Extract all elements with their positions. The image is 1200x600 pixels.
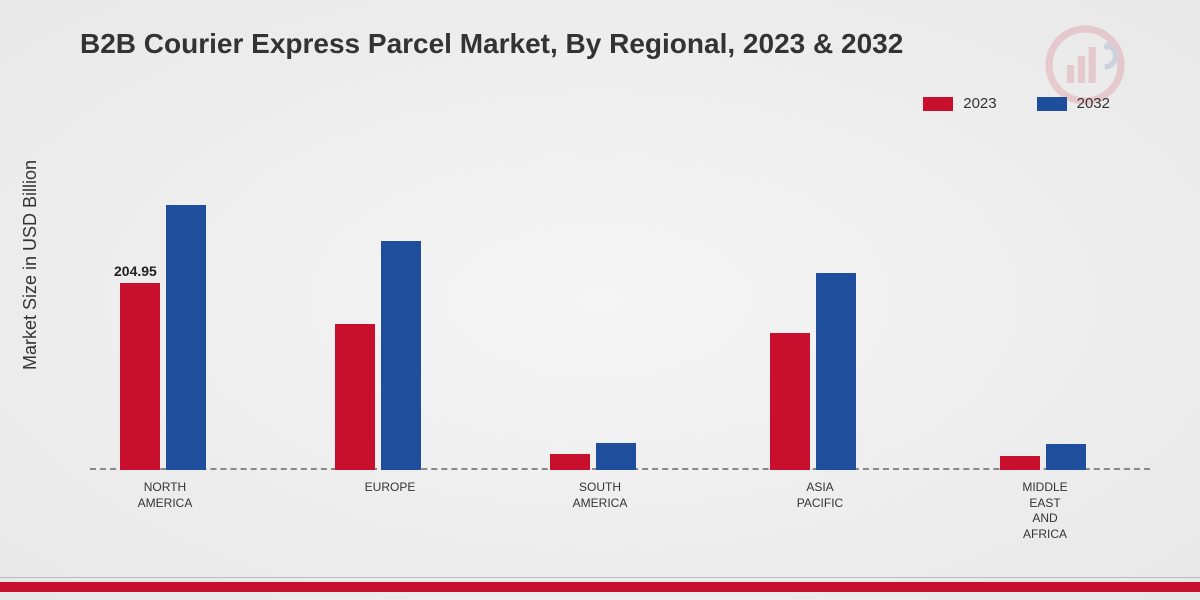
plot-area: 204.95: [90, 150, 1150, 470]
chart-title: B2B Courier Express Parcel Market, By Re…: [80, 28, 903, 60]
bar-group: [770, 273, 856, 470]
y-axis-label: Market Size in USD Billion: [20, 160, 41, 370]
bar-group: [1000, 444, 1086, 470]
bar-group: [550, 443, 636, 470]
bar: [381, 241, 421, 470]
bar-group: 204.95: [120, 205, 206, 470]
bar: [335, 324, 375, 470]
bar: [816, 273, 856, 470]
footer-line: [0, 577, 1200, 578]
x-axis-label: NORTH AMERICA: [105, 480, 225, 511]
bar: [1046, 444, 1086, 470]
x-axis-label: SOUTH AMERICA: [540, 480, 660, 511]
footer-bar: [0, 582, 1200, 592]
legend-item-2032: 2032: [1037, 95, 1110, 112]
bar-value-label: 204.95: [114, 263, 157, 279]
legend-label-2032: 2032: [1077, 95, 1110, 112]
x-axis-label: EUROPE: [330, 480, 450, 496]
x-axis-label: MIDDLE EAST AND AFRICA: [985, 480, 1105, 542]
bar: [770, 333, 810, 470]
bar: [166, 205, 206, 470]
bar-group: [335, 241, 421, 470]
legend: 2023 2032: [923, 95, 1110, 112]
x-axis-label: ASIA PACIFIC: [760, 480, 880, 511]
bar: [120, 283, 160, 470]
legend-swatch-2032: [1037, 97, 1067, 111]
legend-label-2023: 2023: [963, 95, 996, 112]
bar: [550, 454, 590, 470]
legend-item-2023: 2023: [923, 95, 996, 112]
legend-swatch-2023: [923, 97, 953, 111]
bar: [1000, 456, 1040, 470]
bar: [596, 443, 636, 470]
